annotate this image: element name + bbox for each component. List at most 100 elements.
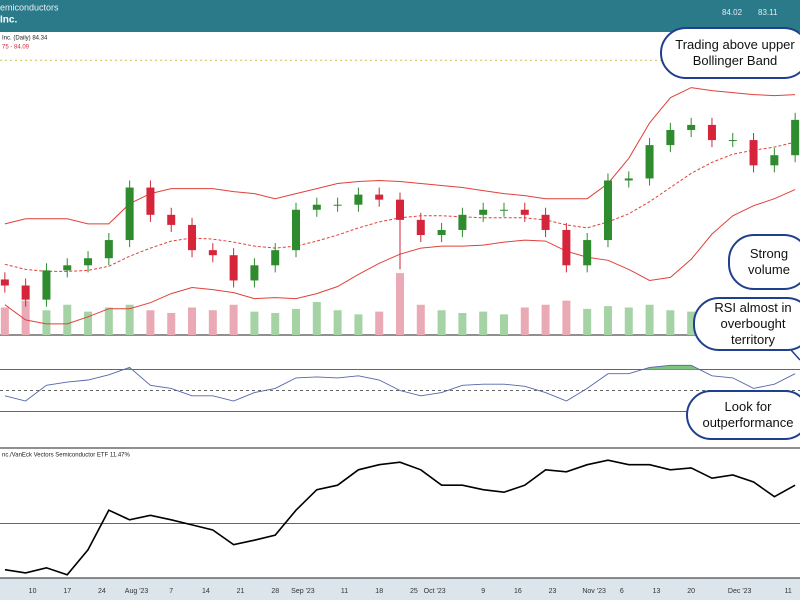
candle-body <box>125 187 134 241</box>
price-legend: Inc. (Daily) 84.34 <box>2 36 48 42</box>
x-tick-label: 6 <box>620 588 624 595</box>
volume-bar <box>229 304 238 335</box>
volume-bar <box>645 304 654 335</box>
candle-body <box>416 219 425 236</box>
candle-body <box>770 155 779 166</box>
candle-body <box>603 180 612 241</box>
candle-body <box>312 204 321 210</box>
candle-body <box>687 124 696 130</box>
candle-body <box>728 140 737 142</box>
candle-body <box>21 285 30 300</box>
volume-bar <box>437 310 446 335</box>
candle-body <box>146 187 155 215</box>
x-tick-label: 17 <box>63 588 71 595</box>
candle-body <box>624 178 633 181</box>
candle-body <box>354 194 363 205</box>
callout: Strong volume <box>728 234 800 290</box>
volume-bar <box>125 304 134 335</box>
candle-body <box>749 140 758 166</box>
header-bar <box>0 0 800 32</box>
candle-body <box>437 229 446 236</box>
volume-bar <box>354 314 363 335</box>
volume-bar <box>541 304 550 335</box>
x-tick-label: Nov '23 <box>582 588 606 595</box>
volume-bar <box>188 307 197 335</box>
volume-bar <box>21 300 30 335</box>
candle-body <box>458 214 467 230</box>
volume-bar <box>333 310 342 335</box>
candle-body <box>167 214 176 225</box>
x-axis-bar <box>0 578 800 600</box>
volume-bar <box>42 310 51 335</box>
header-name: Inc. <box>0 15 17 26</box>
volume-bar <box>375 311 384 335</box>
candle-body <box>104 240 113 259</box>
candle-body <box>791 119 800 156</box>
bands-legend: 75 - 84.09 <box>2 45 30 51</box>
volume-bar <box>271 313 280 335</box>
candle-body <box>84 258 93 266</box>
x-tick-label: 21 <box>237 588 245 595</box>
x-tick-label: 25 <box>410 588 418 595</box>
line <box>4 364 796 402</box>
candle-body <box>479 209 488 215</box>
header-quote: 83.11 <box>758 8 778 17</box>
x-tick-label: 11 <box>341 588 348 595</box>
candle-body <box>229 255 238 281</box>
volume-bar <box>583 308 592 335</box>
x-tick-label: 23 <box>549 588 557 595</box>
volume-bar <box>416 304 425 335</box>
candle-body <box>292 209 301 251</box>
x-tick-label: 20 <box>687 588 695 595</box>
volume-bar <box>687 311 696 335</box>
line <box>4 459 796 576</box>
x-tick-label: 28 <box>271 588 279 595</box>
candle-body <box>396 199 404 220</box>
candle-body <box>541 214 550 230</box>
x-tick-label: Sep '23 <box>291 588 315 595</box>
candle-body <box>188 224 197 251</box>
volume-bar <box>624 307 633 335</box>
candle-body <box>375 194 384 200</box>
volume-bar <box>396 273 404 335</box>
x-tick-label: Dec '23 <box>728 588 752 595</box>
candle-body <box>583 240 592 266</box>
candle-body <box>250 265 259 281</box>
x-tick-label: 24 <box>98 588 106 595</box>
candle-body <box>0 279 9 286</box>
volume-bar <box>167 313 176 335</box>
volume-bar <box>520 307 529 335</box>
volume-bar <box>84 311 93 335</box>
volume-bar <box>458 313 467 335</box>
volume-bar <box>250 311 259 335</box>
volume-bar <box>208 310 217 335</box>
volume-bar <box>0 307 9 335</box>
x-tick-label: 10 <box>29 588 37 595</box>
candle-body <box>520 209 529 215</box>
volume-bar <box>292 308 301 335</box>
bollinger-band <box>4 87 796 225</box>
volume-bar <box>63 304 72 335</box>
candle-body <box>333 204 342 206</box>
overbought-fill <box>4 365 796 370</box>
x-tick-label: 13 <box>653 588 661 595</box>
volume-bar <box>312 302 321 335</box>
candle-body <box>666 129 675 146</box>
x-tick-label: 14 <box>202 588 210 595</box>
candle-body <box>271 250 280 266</box>
volume-bar <box>562 300 571 335</box>
candle-body <box>499 209 508 211</box>
header-group: emiconductors <box>0 2 59 12</box>
x-tick-label: 16 <box>514 588 522 595</box>
x-tick-label: Aug '23 <box>125 588 149 595</box>
volume-bar <box>603 306 612 335</box>
candle-body <box>42 270 51 300</box>
candle-body <box>562 229 571 266</box>
relative-legend: nc./VanEck Vectors Semiconductor ETF 11.… <box>2 453 131 459</box>
x-tick-label: 9 <box>481 588 485 595</box>
volume-bar <box>104 307 113 335</box>
x-tick-label: 11 <box>785 588 792 595</box>
x-tick-label: 7 <box>169 588 173 595</box>
